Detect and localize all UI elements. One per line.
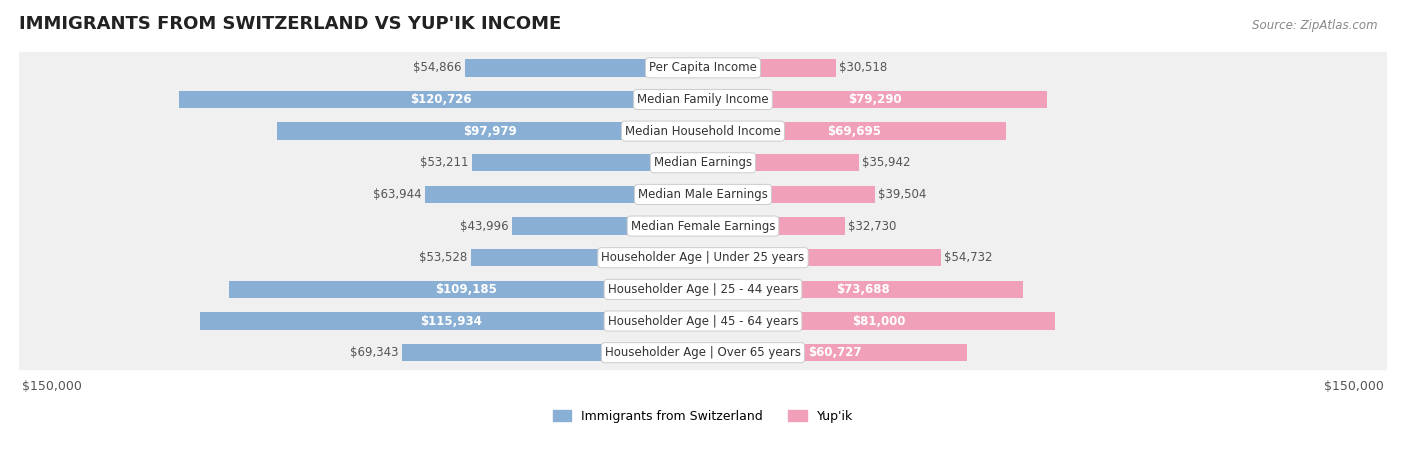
Text: $43,996: $43,996 [460, 219, 509, 233]
Bar [703, 217, 845, 235]
Text: $53,211: $53,211 [420, 156, 468, 169]
Text: Median Female Earnings: Median Female Earnings [631, 219, 775, 233]
Bar [277, 122, 703, 140]
Text: $39,504: $39,504 [877, 188, 927, 201]
Bar [703, 249, 941, 267]
Bar [703, 59, 835, 77]
Text: $32,730: $32,730 [848, 219, 897, 233]
Bar [20, 115, 1386, 147]
Bar [179, 91, 703, 108]
Bar [20, 84, 1386, 115]
Text: Householder Age | 25 - 44 years: Householder Age | 25 - 44 years [607, 283, 799, 296]
Bar [512, 217, 703, 235]
Text: Per Capita Income: Per Capita Income [650, 61, 756, 74]
Text: $54,866: $54,866 [413, 61, 461, 74]
Text: Householder Age | 45 - 64 years: Householder Age | 45 - 64 years [607, 315, 799, 327]
Bar [20, 178, 1386, 210]
Text: Median Household Income: Median Household Income [626, 125, 780, 138]
Text: $69,695: $69,695 [827, 125, 882, 138]
Bar [20, 147, 1386, 178]
Bar [229, 281, 703, 298]
Bar [471, 249, 703, 267]
Text: $79,290: $79,290 [848, 93, 903, 106]
Bar [20, 274, 1386, 305]
Legend: Immigrants from Switzerland, Yup'ik: Immigrants from Switzerland, Yup'ik [548, 405, 858, 428]
Bar [703, 122, 1005, 140]
Text: Householder Age | Under 25 years: Householder Age | Under 25 years [602, 251, 804, 264]
Bar [703, 186, 875, 203]
Bar [703, 312, 1054, 330]
Bar [703, 154, 859, 171]
Text: $81,000: $81,000 [852, 315, 905, 327]
Text: $120,726: $120,726 [411, 93, 471, 106]
Text: Householder Age | Over 65 years: Householder Age | Over 65 years [605, 346, 801, 359]
Text: Median Family Income: Median Family Income [637, 93, 769, 106]
Text: $53,528: $53,528 [419, 251, 467, 264]
Bar [20, 305, 1386, 337]
Bar [20, 242, 1386, 274]
Bar [465, 59, 703, 77]
Text: $35,942: $35,942 [862, 156, 911, 169]
Text: $54,732: $54,732 [943, 251, 993, 264]
Text: $30,518: $30,518 [839, 61, 887, 74]
Text: $60,727: $60,727 [808, 346, 862, 359]
Bar [402, 344, 703, 361]
Text: $115,934: $115,934 [420, 315, 482, 327]
Bar [20, 210, 1386, 242]
Text: $109,185: $109,185 [434, 283, 496, 296]
Text: $73,688: $73,688 [837, 283, 890, 296]
Text: Median Earnings: Median Earnings [654, 156, 752, 169]
Bar [20, 52, 1386, 84]
Text: Source: ZipAtlas.com: Source: ZipAtlas.com [1253, 19, 1378, 32]
Bar [703, 91, 1047, 108]
Bar [703, 344, 967, 361]
Bar [200, 312, 703, 330]
Text: $97,979: $97,979 [464, 125, 517, 138]
Bar [703, 281, 1024, 298]
Text: $69,343: $69,343 [350, 346, 398, 359]
Text: IMMIGRANTS FROM SWITZERLAND VS YUP'IK INCOME: IMMIGRANTS FROM SWITZERLAND VS YUP'IK IN… [20, 15, 561, 33]
Bar [20, 337, 1386, 368]
Bar [472, 154, 703, 171]
Bar [425, 186, 703, 203]
Text: Median Male Earnings: Median Male Earnings [638, 188, 768, 201]
Text: $63,944: $63,944 [374, 188, 422, 201]
